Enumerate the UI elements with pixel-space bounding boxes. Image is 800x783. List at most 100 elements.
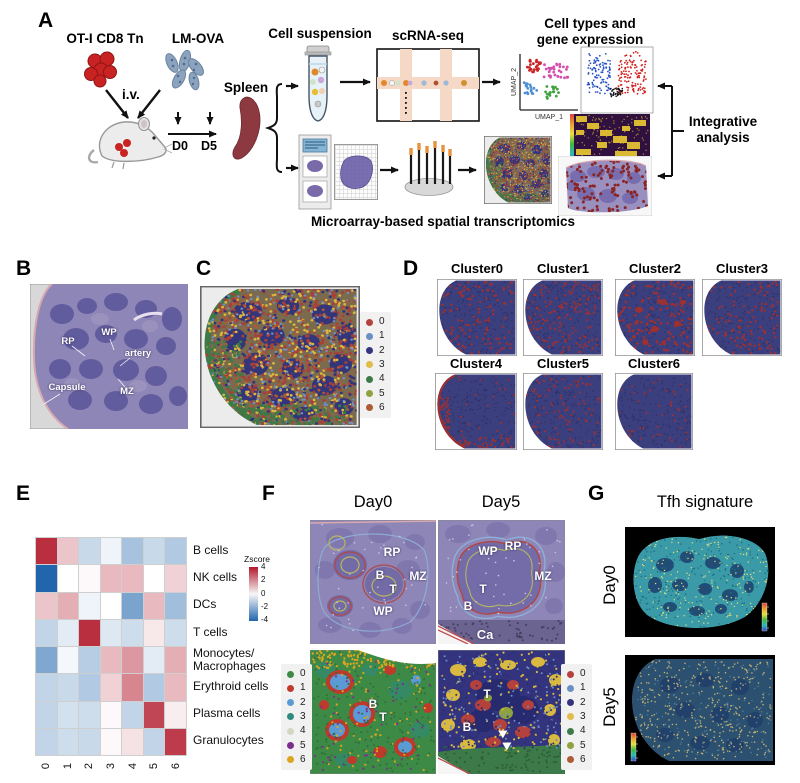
f-day5-ann-ca: Ca	[476, 627, 494, 642]
heatmap-col-label: 0	[40, 762, 52, 770]
legend-swatch	[567, 699, 574, 707]
legend-label: 4	[379, 373, 385, 385]
heatmap-row-label: B cells	[193, 543, 229, 558]
heatmap-cell	[57, 619, 79, 646]
legend-label: 0	[379, 316, 385, 327]
legend-item: 0	[287, 669, 306, 679]
legend-swatch	[366, 375, 373, 383]
f-day0-map-b: B	[368, 697, 378, 711]
g-title: Tfh signature	[656, 493, 754, 511]
legend-item: 5	[287, 740, 306, 751]
legend-label: 4	[300, 725, 306, 737]
heatmap-cell	[165, 647, 186, 674]
heatmap-cell	[36, 592, 57, 619]
t-cells-icon	[84, 51, 117, 88]
legend-label: 2	[300, 696, 306, 708]
f-day0-map-t: T	[379, 710, 387, 724]
legend-label: 6	[300, 753, 306, 765]
heatmap-col-label: 2	[83, 762, 95, 770]
heatmap-cell	[36, 728, 57, 755]
heatmap-cell	[79, 592, 100, 619]
cluster4-title: Cluster4	[449, 356, 503, 371]
heatmap-cell	[165, 592, 186, 619]
legend-label: 6	[379, 401, 385, 413]
heatmap-col-label: 5	[148, 762, 160, 770]
f-day5-ann-wp: WP	[478, 544, 498, 558]
f-day0-ann-wp: WP	[373, 604, 393, 618]
panel-d-label: D	[403, 257, 419, 280]
legend-label: 3	[580, 710, 586, 722]
heatmap-cell	[57, 592, 79, 619]
g-day0-row-label: Day0	[600, 565, 619, 605]
f-day0-ann-rp: RP	[383, 545, 401, 559]
g-day0-map	[625, 527, 775, 637]
droplet-dots	[405, 92, 407, 114]
heatmap-cell	[165, 728, 186, 755]
heatmap-cell	[79, 538, 100, 565]
lmova-label: LM-OVA	[171, 31, 225, 46]
heatmap-cell	[100, 619, 122, 646]
legend-label: 0	[300, 668, 306, 679]
legend-swatch	[287, 742, 294, 750]
legend-swatch	[366, 318, 373, 326]
heatmap-row-label: Monocytes/ Macrophages	[193, 645, 266, 673]
f-day0-title: Day0	[353, 493, 393, 511]
legend-item: 6	[366, 401, 385, 413]
arrow-chip-umap	[482, 78, 501, 86]
g-day5-row-label: Day5	[600, 687, 619, 727]
f-day5-map-t: T	[483, 687, 491, 701]
f-day5-ann-b: B	[463, 599, 473, 613]
heatmap-row-label: DCs	[193, 597, 217, 612]
annotation-leaders	[43, 338, 131, 405]
arrow-to-slide	[286, 164, 299, 172]
zscore-tick: -2	[261, 602, 269, 611]
f-day5-ann-t: T	[479, 582, 487, 596]
cluster1-map	[523, 279, 603, 356]
heatmap-row-label: NK cells	[193, 570, 238, 585]
annotation-wp: WP	[101, 327, 117, 338]
heatmap-cell	[36, 647, 57, 674]
artery-lumen	[133, 311, 163, 322]
heatmap-cell	[122, 647, 143, 674]
d5-label: D5	[201, 139, 217, 153]
heatmap-cell	[79, 701, 100, 728]
legend-swatch	[366, 390, 373, 398]
slide-stack-icon	[298, 134, 332, 210]
sequencing-pins-icon	[404, 141, 454, 196]
cluster3-map	[702, 279, 782, 356]
annotation-rp: RP	[61, 336, 75, 347]
heatmap-cell	[57, 565, 79, 592]
heatmap-cell	[143, 701, 165, 728]
legend-swatch	[287, 699, 294, 707]
legend-item: 6	[567, 754, 586, 765]
heatmap-cell	[143, 619, 165, 646]
f-day0-cluster-map	[310, 650, 436, 774]
heatmap-cell	[36, 674, 57, 701]
legend-item: 5	[567, 740, 586, 751]
legend-swatch	[287, 713, 294, 721]
heatmap-cell	[122, 538, 143, 565]
heatmap-row-label: T cells	[193, 625, 228, 640]
heatmap-cell	[79, 565, 100, 592]
legend-swatch	[366, 347, 373, 355]
timeline-icon	[168, 112, 217, 138]
cluster0-map	[437, 279, 517, 356]
heatmap-cell	[143, 565, 165, 592]
heatmap-cell	[122, 565, 143, 592]
heatmap-cell	[100, 674, 122, 701]
legend-swatch	[567, 670, 574, 678]
panel-e-label: E	[16, 482, 31, 505]
zscore-tick: 4	[261, 562, 266, 571]
cell-suspension-label: Cell suspension	[268, 26, 372, 41]
iv-label: i.v.	[122, 87, 140, 102]
panel-f-label: F	[262, 482, 275, 505]
heatmap-cell	[57, 701, 79, 728]
f-day5-title: Day5	[481, 493, 521, 511]
arrow-tube-chip	[340, 78, 371, 86]
heatmap-cell	[57, 728, 79, 755]
cluster5-map	[523, 373, 603, 450]
heatmap-cell	[79, 619, 100, 646]
heatmap-cell	[100, 701, 122, 728]
legend-label: 3	[300, 710, 306, 722]
f-day0-ann-t: T	[389, 582, 397, 596]
